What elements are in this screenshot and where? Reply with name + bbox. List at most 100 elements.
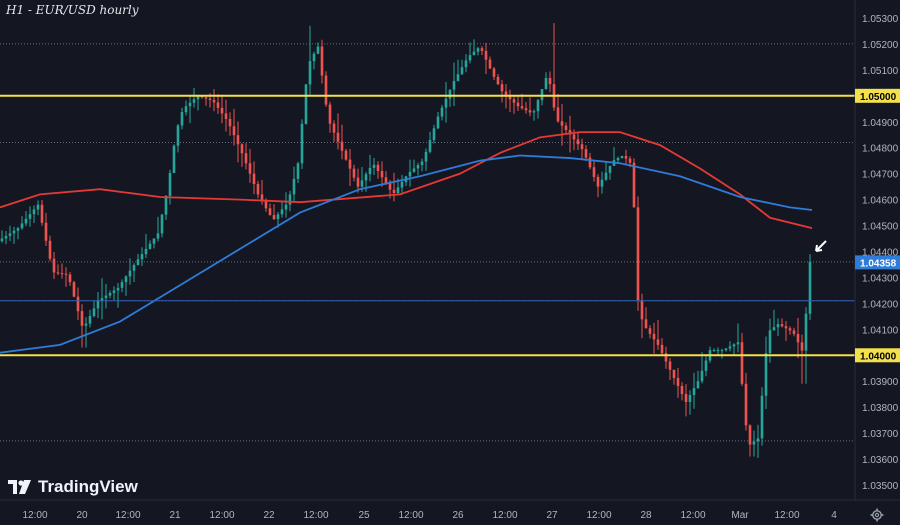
candle xyxy=(4,231,8,245)
candle xyxy=(496,73,500,86)
candle-body xyxy=(644,319,648,329)
price-tick-label: 1.05200 xyxy=(862,40,899,51)
candle-body xyxy=(364,174,368,181)
candle-body xyxy=(60,273,64,275)
candle xyxy=(416,162,420,176)
candle-body xyxy=(144,248,148,255)
candle-body xyxy=(412,168,416,172)
candle-body xyxy=(664,353,668,362)
candle xyxy=(168,169,172,205)
candle-body xyxy=(48,240,52,259)
time-tick-label: Mar xyxy=(731,510,749,521)
candle-body xyxy=(760,395,764,439)
brand-name: TradingView xyxy=(38,477,138,496)
candle-body xyxy=(336,132,340,142)
candle-body xyxy=(536,100,540,112)
candle-body xyxy=(396,187,400,194)
candle-body xyxy=(800,342,804,351)
candle-body xyxy=(96,300,100,309)
candle xyxy=(344,148,348,161)
candle-body xyxy=(496,76,500,85)
candle xyxy=(140,247,144,267)
candle xyxy=(788,326,792,335)
candle-body xyxy=(636,207,640,301)
candle-body xyxy=(460,67,464,75)
candle xyxy=(540,89,544,106)
time-tick-label: 26 xyxy=(452,510,464,521)
price-tick-label: 1.04300 xyxy=(862,273,899,284)
candle xyxy=(64,267,68,287)
candle xyxy=(604,161,608,181)
candle-body xyxy=(440,107,444,117)
price-tick-label: 1.05300 xyxy=(862,14,899,25)
current-price-label: 1.04358 xyxy=(860,258,897,269)
candle-body xyxy=(276,214,280,220)
candle xyxy=(44,213,48,246)
candle xyxy=(204,96,208,106)
candle xyxy=(800,334,804,384)
price-tick-label: 1.04400 xyxy=(862,247,899,258)
candle-body xyxy=(476,48,480,52)
candle-body xyxy=(700,370,704,382)
candle-body xyxy=(668,361,672,370)
candle xyxy=(464,54,468,73)
candle xyxy=(620,155,624,159)
candle xyxy=(484,42,488,75)
candle xyxy=(160,213,164,238)
candle-body xyxy=(436,116,440,129)
candle-body xyxy=(204,97,208,99)
time-axis: 12:00 20 12:00 21 12:00 22 12:00 25 12:00 26 12:00… xyxy=(0,499,900,521)
candle xyxy=(476,46,480,56)
candle xyxy=(440,104,444,121)
candle-body xyxy=(768,330,772,354)
candle xyxy=(444,82,448,123)
price-tick-label: 1.04900 xyxy=(862,118,899,129)
candle-body xyxy=(216,102,220,108)
time-tick-label: 20 xyxy=(76,510,88,521)
candle xyxy=(348,149,352,186)
candle-body xyxy=(32,209,36,215)
candle-body xyxy=(772,327,776,331)
candle xyxy=(656,320,660,350)
candle xyxy=(24,211,28,227)
candle-body xyxy=(632,162,636,208)
candle-body xyxy=(244,153,248,164)
candle xyxy=(600,171,604,194)
candle-body xyxy=(304,84,308,124)
candle xyxy=(112,286,116,301)
candle xyxy=(272,204,276,220)
candle xyxy=(304,84,308,125)
candle-body xyxy=(428,140,432,152)
candle-body xyxy=(272,215,276,220)
candle-body xyxy=(408,171,412,177)
price-tick-label: 1.04100 xyxy=(862,325,899,336)
candle xyxy=(644,307,648,329)
candle xyxy=(228,112,232,136)
candle xyxy=(68,272,72,286)
candle xyxy=(392,172,396,202)
candle-body xyxy=(284,204,288,210)
candle xyxy=(532,109,536,121)
settings-gear-icon[interactable] xyxy=(870,508,884,522)
candle xyxy=(164,195,168,220)
candle xyxy=(120,279,124,293)
candle xyxy=(196,94,200,111)
candle-body xyxy=(728,346,732,349)
candle-body xyxy=(764,353,768,396)
candle-body xyxy=(192,99,196,103)
candle xyxy=(92,300,96,318)
candle xyxy=(732,343,736,356)
candle-body xyxy=(540,89,544,101)
candle xyxy=(784,320,788,341)
price-axis: 1.05300 1.05200 1.05100 1.04900 1.04800 1.047… xyxy=(854,0,900,500)
candle xyxy=(712,348,716,352)
candle xyxy=(436,111,440,130)
candle xyxy=(192,87,196,108)
candle-body xyxy=(308,61,312,85)
candle-body xyxy=(392,189,396,194)
candle xyxy=(432,124,436,144)
candle-body xyxy=(220,107,224,114)
candle-body xyxy=(448,89,452,99)
